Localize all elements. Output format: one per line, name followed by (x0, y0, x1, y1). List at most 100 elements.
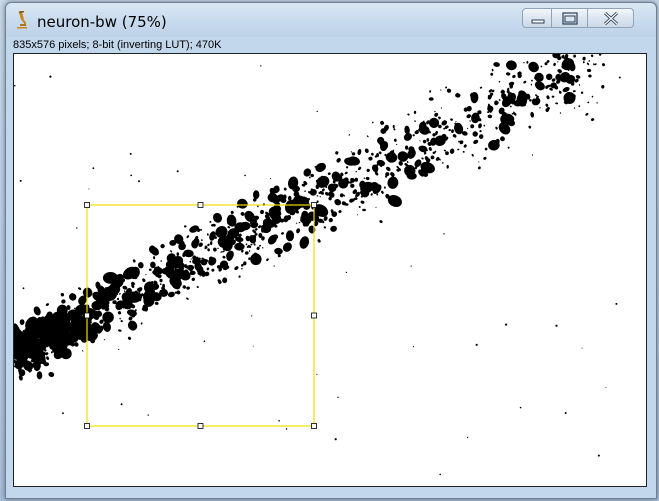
speckle (260, 65, 262, 67)
speckle (170, 250, 173, 253)
roi-handle[interactable] (84, 312, 90, 319)
speckle (349, 198, 355, 203)
speckle (530, 111, 535, 118)
roi-handle[interactable] (84, 423, 90, 429)
speckle (304, 190, 306, 192)
speckle (176, 290, 181, 295)
speckle (267, 234, 277, 245)
speckle (103, 339, 106, 341)
maximize-button[interactable] (552, 8, 588, 28)
speckle (298, 221, 301, 224)
speckle (429, 90, 432, 93)
roi-handle[interactable] (84, 202, 90, 208)
speckle (303, 180, 308, 186)
speckle (277, 254, 281, 258)
speckle (445, 86, 448, 89)
speckle (551, 95, 555, 98)
speckle (588, 74, 592, 78)
speckle (303, 168, 312, 177)
speckle (205, 259, 209, 262)
roi-handle[interactable] (197, 202, 204, 208)
speckle (74, 307, 76, 310)
minimize-button[interactable] (522, 8, 552, 28)
speckle (245, 235, 251, 242)
speckle (196, 286, 199, 288)
image-info-line: 835x576 pixels; 8-bit (inverting LUT); 4… (13, 39, 222, 51)
speckle (412, 346, 414, 348)
speckle (14, 323, 19, 334)
speckle (403, 132, 412, 141)
speckle (27, 365, 31, 370)
speckle (270, 178, 271, 179)
speckle (371, 152, 374, 156)
speckle (192, 255, 196, 260)
title-bar[interactable]: neuron-bw (75%) (6, 3, 656, 37)
speckle (448, 128, 451, 132)
speckle (435, 132, 438, 136)
speckle (274, 247, 283, 255)
speckle (341, 201, 347, 206)
speckle (507, 96, 512, 101)
close-button[interactable] (588, 8, 634, 28)
neuron-image[interactable] (14, 54, 646, 486)
speckle (57, 331, 66, 340)
speckle (286, 214, 292, 221)
speckle (357, 148, 362, 156)
speckle (238, 275, 241, 278)
speckle (384, 153, 387, 157)
speckle (203, 340, 206, 343)
speckle (449, 148, 455, 154)
roi-handle[interactable] (311, 312, 317, 319)
image-canvas[interactable] (13, 53, 647, 487)
speckle (238, 241, 242, 245)
roi-handle[interactable] (311, 202, 317, 208)
speckle (108, 311, 110, 313)
speckle (330, 185, 338, 190)
minimize-icon (531, 19, 545, 24)
speckle (184, 225, 187, 228)
speckle (266, 258, 269, 262)
speckle (36, 371, 43, 380)
roi-handles[interactable] (84, 202, 317, 429)
speckle (215, 226, 228, 238)
speckle (94, 309, 96, 311)
speckle (578, 84, 581, 86)
speckle (152, 256, 156, 260)
speckle (558, 91, 562, 94)
roi-handle[interactable] (311, 423, 317, 429)
speckle (182, 285, 187, 289)
speckle (322, 221, 325, 224)
speckle (573, 54, 577, 58)
speckle (69, 293, 77, 301)
speckle (585, 112, 589, 116)
speckle (330, 225, 337, 232)
speckle (121, 280, 124, 283)
speckle (176, 170, 179, 173)
speckle (390, 172, 395, 177)
speckle (323, 226, 327, 229)
speckle (218, 267, 222, 272)
speckle (78, 295, 87, 306)
speckle (459, 140, 464, 145)
speckle (43, 362, 50, 367)
speckle (365, 176, 370, 181)
speckle (54, 351, 57, 354)
speckle (478, 123, 482, 129)
speckle (241, 267, 243, 270)
speckle (350, 151, 353, 153)
close-icon (603, 11, 619, 26)
speckle (162, 283, 166, 288)
speckle (287, 195, 292, 201)
image-window[interactable]: neuron-bw (75%) 835x576 pixels; 8-bit (i… (5, 2, 657, 499)
speckle (411, 173, 415, 177)
speckle (536, 82, 545, 91)
speckle (189, 270, 196, 276)
speckle (379, 220, 383, 224)
speckle (528, 125, 532, 129)
speckle (483, 124, 486, 127)
speckle (529, 99, 532, 102)
speckle (252, 229, 255, 232)
speckle (418, 128, 421, 132)
speckle (284, 219, 288, 222)
roi-handle[interactable] (197, 423, 204, 429)
